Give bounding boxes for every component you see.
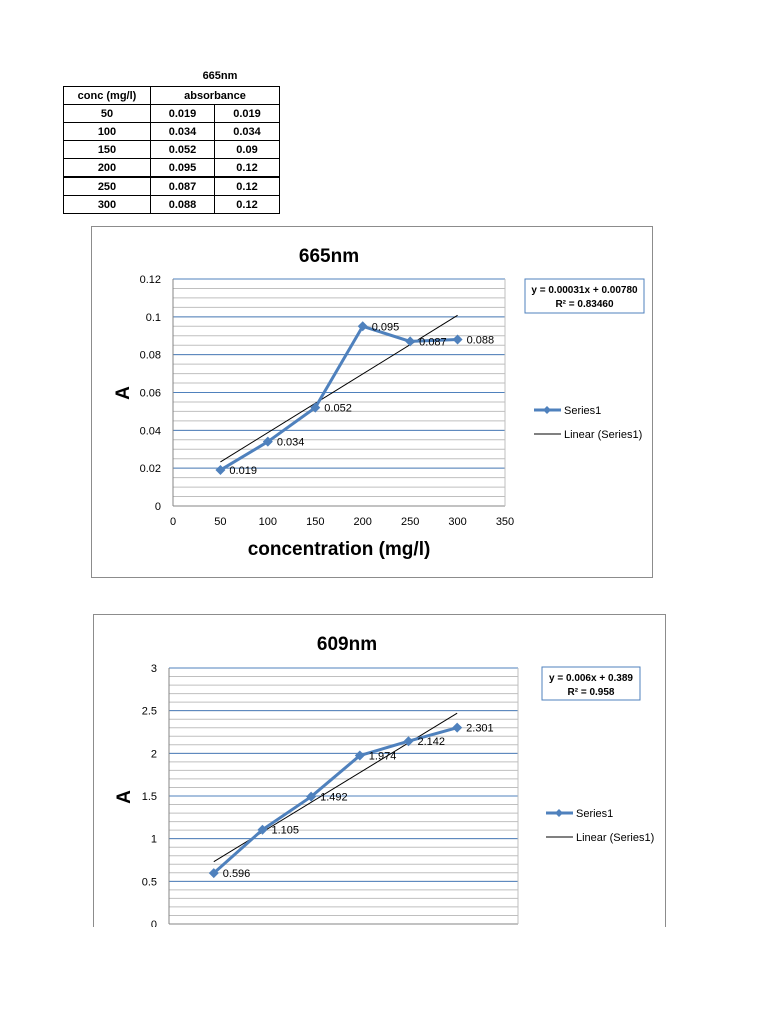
- table-cell: 250: [63, 176, 151, 196]
- y-tick-label: 0: [151, 919, 157, 927]
- chart-609nm-svg: 609nm 0 0.5 1 1.5 2 2.5 3 A 0.596 1.105 1.492 1.974 2…: [114, 634, 654, 927]
- data-label: 0.034: [277, 437, 305, 449]
- chart-665nm-svg: 665nm 0 0.02 0.04 0.06 0.08 0.1 0.12 0 50 100 150 20…: [113, 246, 645, 560]
- table-cell: 0.09: [214, 140, 280, 159]
- series1-line: [219, 324, 458, 472]
- legend-linear-label: Linear (Series1): [564, 429, 642, 441]
- data-label: 0.596: [223, 868, 251, 880]
- table-row: 100 0.034 0.034: [63, 122, 280, 141]
- chart-609nm: 609nm 0 0.5 1 1.5 2 2.5 3 A 0.596 1.105 1.492 1.974 2…: [93, 614, 666, 927]
- y-tick-label: 3: [151, 663, 157, 675]
- chart-title: 609nm: [317, 634, 377, 655]
- y-axis-label: A: [114, 790, 135, 804]
- y-axis-label: A: [113, 386, 134, 400]
- y-tick-label: 1: [151, 834, 157, 846]
- data-label: 0.095: [372, 321, 400, 333]
- table-cell: 200: [63, 158, 151, 178]
- table-cell: 150: [63, 140, 151, 159]
- table-cell: 0.12: [214, 158, 280, 178]
- x-tick-label: 350: [496, 516, 514, 528]
- data-point-marker: [405, 336, 416, 347]
- x-tick-label: 300: [448, 516, 466, 528]
- table-row: 200 0.095 0.12: [63, 158, 280, 178]
- equation-box: [524, 278, 645, 314]
- table-cell: 100: [63, 122, 151, 141]
- y-tick-label: 2.5: [142, 706, 157, 718]
- table-caption: 665nm: [202, 70, 238, 82]
- y-tick-label: 0: [155, 501, 161, 513]
- y-tick-label: 0.1: [146, 312, 161, 324]
- data-label: 0.052: [324, 403, 352, 415]
- table-header-row: conc (mg/l) absorbance: [63, 86, 280, 105]
- data-point-marker: [357, 321, 368, 332]
- table-cell: 0.034: [150, 122, 215, 141]
- table-cell: 0.088: [150, 195, 215, 214]
- table-cell: 0.12: [214, 176, 280, 196]
- x-axis-label: concentration (mg/l): [248, 539, 431, 560]
- legend-series1-marker: [555, 809, 563, 817]
- data-label: 0.087: [419, 336, 447, 348]
- legend-series1-label: Series1: [576, 808, 613, 820]
- x-tick-label: 50: [214, 516, 226, 528]
- x-tick-label: 200: [354, 516, 372, 528]
- equation-line: y = 0.006x + 0.389: [549, 673, 633, 684]
- data-label: 0.019: [229, 465, 257, 477]
- data-point-marker: [306, 791, 317, 802]
- table-cell: 0.019: [214, 104, 280, 123]
- y-tick-label: 0.12: [140, 274, 161, 286]
- y-tick-label: 2: [151, 748, 157, 760]
- legend-linear-label: Linear (Series1): [576, 832, 654, 844]
- y-tick-label: 0.02: [140, 463, 161, 475]
- data-point-marker: [208, 868, 219, 879]
- equation-line: y = 0.00031x + 0.00780: [531, 285, 638, 296]
- table-cell: 0.095: [150, 158, 215, 178]
- x-tick-label: 250: [401, 516, 419, 528]
- table-cell: 0.087: [150, 176, 215, 196]
- y-tick-label: 0.5: [142, 876, 157, 888]
- data-point-marker: [310, 402, 321, 413]
- table-cell: 0.034: [214, 122, 280, 141]
- data-label: 0.088: [467, 335, 495, 347]
- table-cell: 300: [63, 195, 151, 214]
- header-conc: conc (mg/l): [63, 86, 151, 105]
- legend-series1-marker: [543, 406, 551, 414]
- data-label: 2.142: [417, 736, 445, 748]
- data-point-marker: [403, 736, 414, 747]
- x-tick-label: 150: [306, 516, 324, 528]
- series1-line: [212, 726, 458, 875]
- legend-series1-label: Series1: [564, 405, 601, 417]
- table-cell: 0.019: [150, 104, 215, 123]
- table-row: 50 0.019 0.019: [63, 104, 280, 123]
- header-absorbance: absorbance: [150, 86, 280, 105]
- y-tick-label: 0.08: [140, 350, 161, 362]
- table-row: 150 0.052 0.09: [63, 140, 280, 159]
- equation-line: R² = 0.83460: [555, 299, 614, 310]
- data-label: 1.974: [369, 751, 397, 763]
- data-point-marker: [354, 750, 365, 761]
- x-tick-label: 100: [259, 516, 277, 528]
- data-label: 1.492: [320, 792, 348, 804]
- table-cell: 0.12: [214, 195, 280, 214]
- table-row: 300 0.088 0.12: [63, 195, 280, 214]
- data-point-marker: [452, 334, 463, 345]
- y-tick-label: 0.06: [140, 388, 161, 400]
- x-tick-label: 0: [170, 516, 176, 528]
- y-tick-label: 1.5: [142, 791, 157, 803]
- data-label: 2.301: [466, 723, 494, 735]
- chart-title: 665nm: [299, 246, 359, 267]
- equation-line: R² = 0.958: [568, 687, 615, 698]
- table-cell: 50: [63, 104, 151, 123]
- chart-665nm: 665nm 0 0.02 0.04 0.06 0.08 0.1 0.12 0 50 100 150 20…: [91, 226, 653, 578]
- table-cell: 0.052: [150, 140, 215, 159]
- data-label: 1.105: [271, 825, 299, 837]
- data-point-marker: [262, 436, 273, 447]
- table-row: 250 0.087 0.12: [63, 176, 280, 196]
- data-point-marker: [257, 824, 268, 835]
- absorbance-table: conc (mg/l) absorbance 50 0.019 0.019 10…: [63, 86, 280, 214]
- data-point-marker: [215, 465, 226, 476]
- equation-box: [541, 666, 641, 701]
- y-tick-label: 0.04: [140, 425, 161, 437]
- data-point-marker: [452, 722, 463, 733]
